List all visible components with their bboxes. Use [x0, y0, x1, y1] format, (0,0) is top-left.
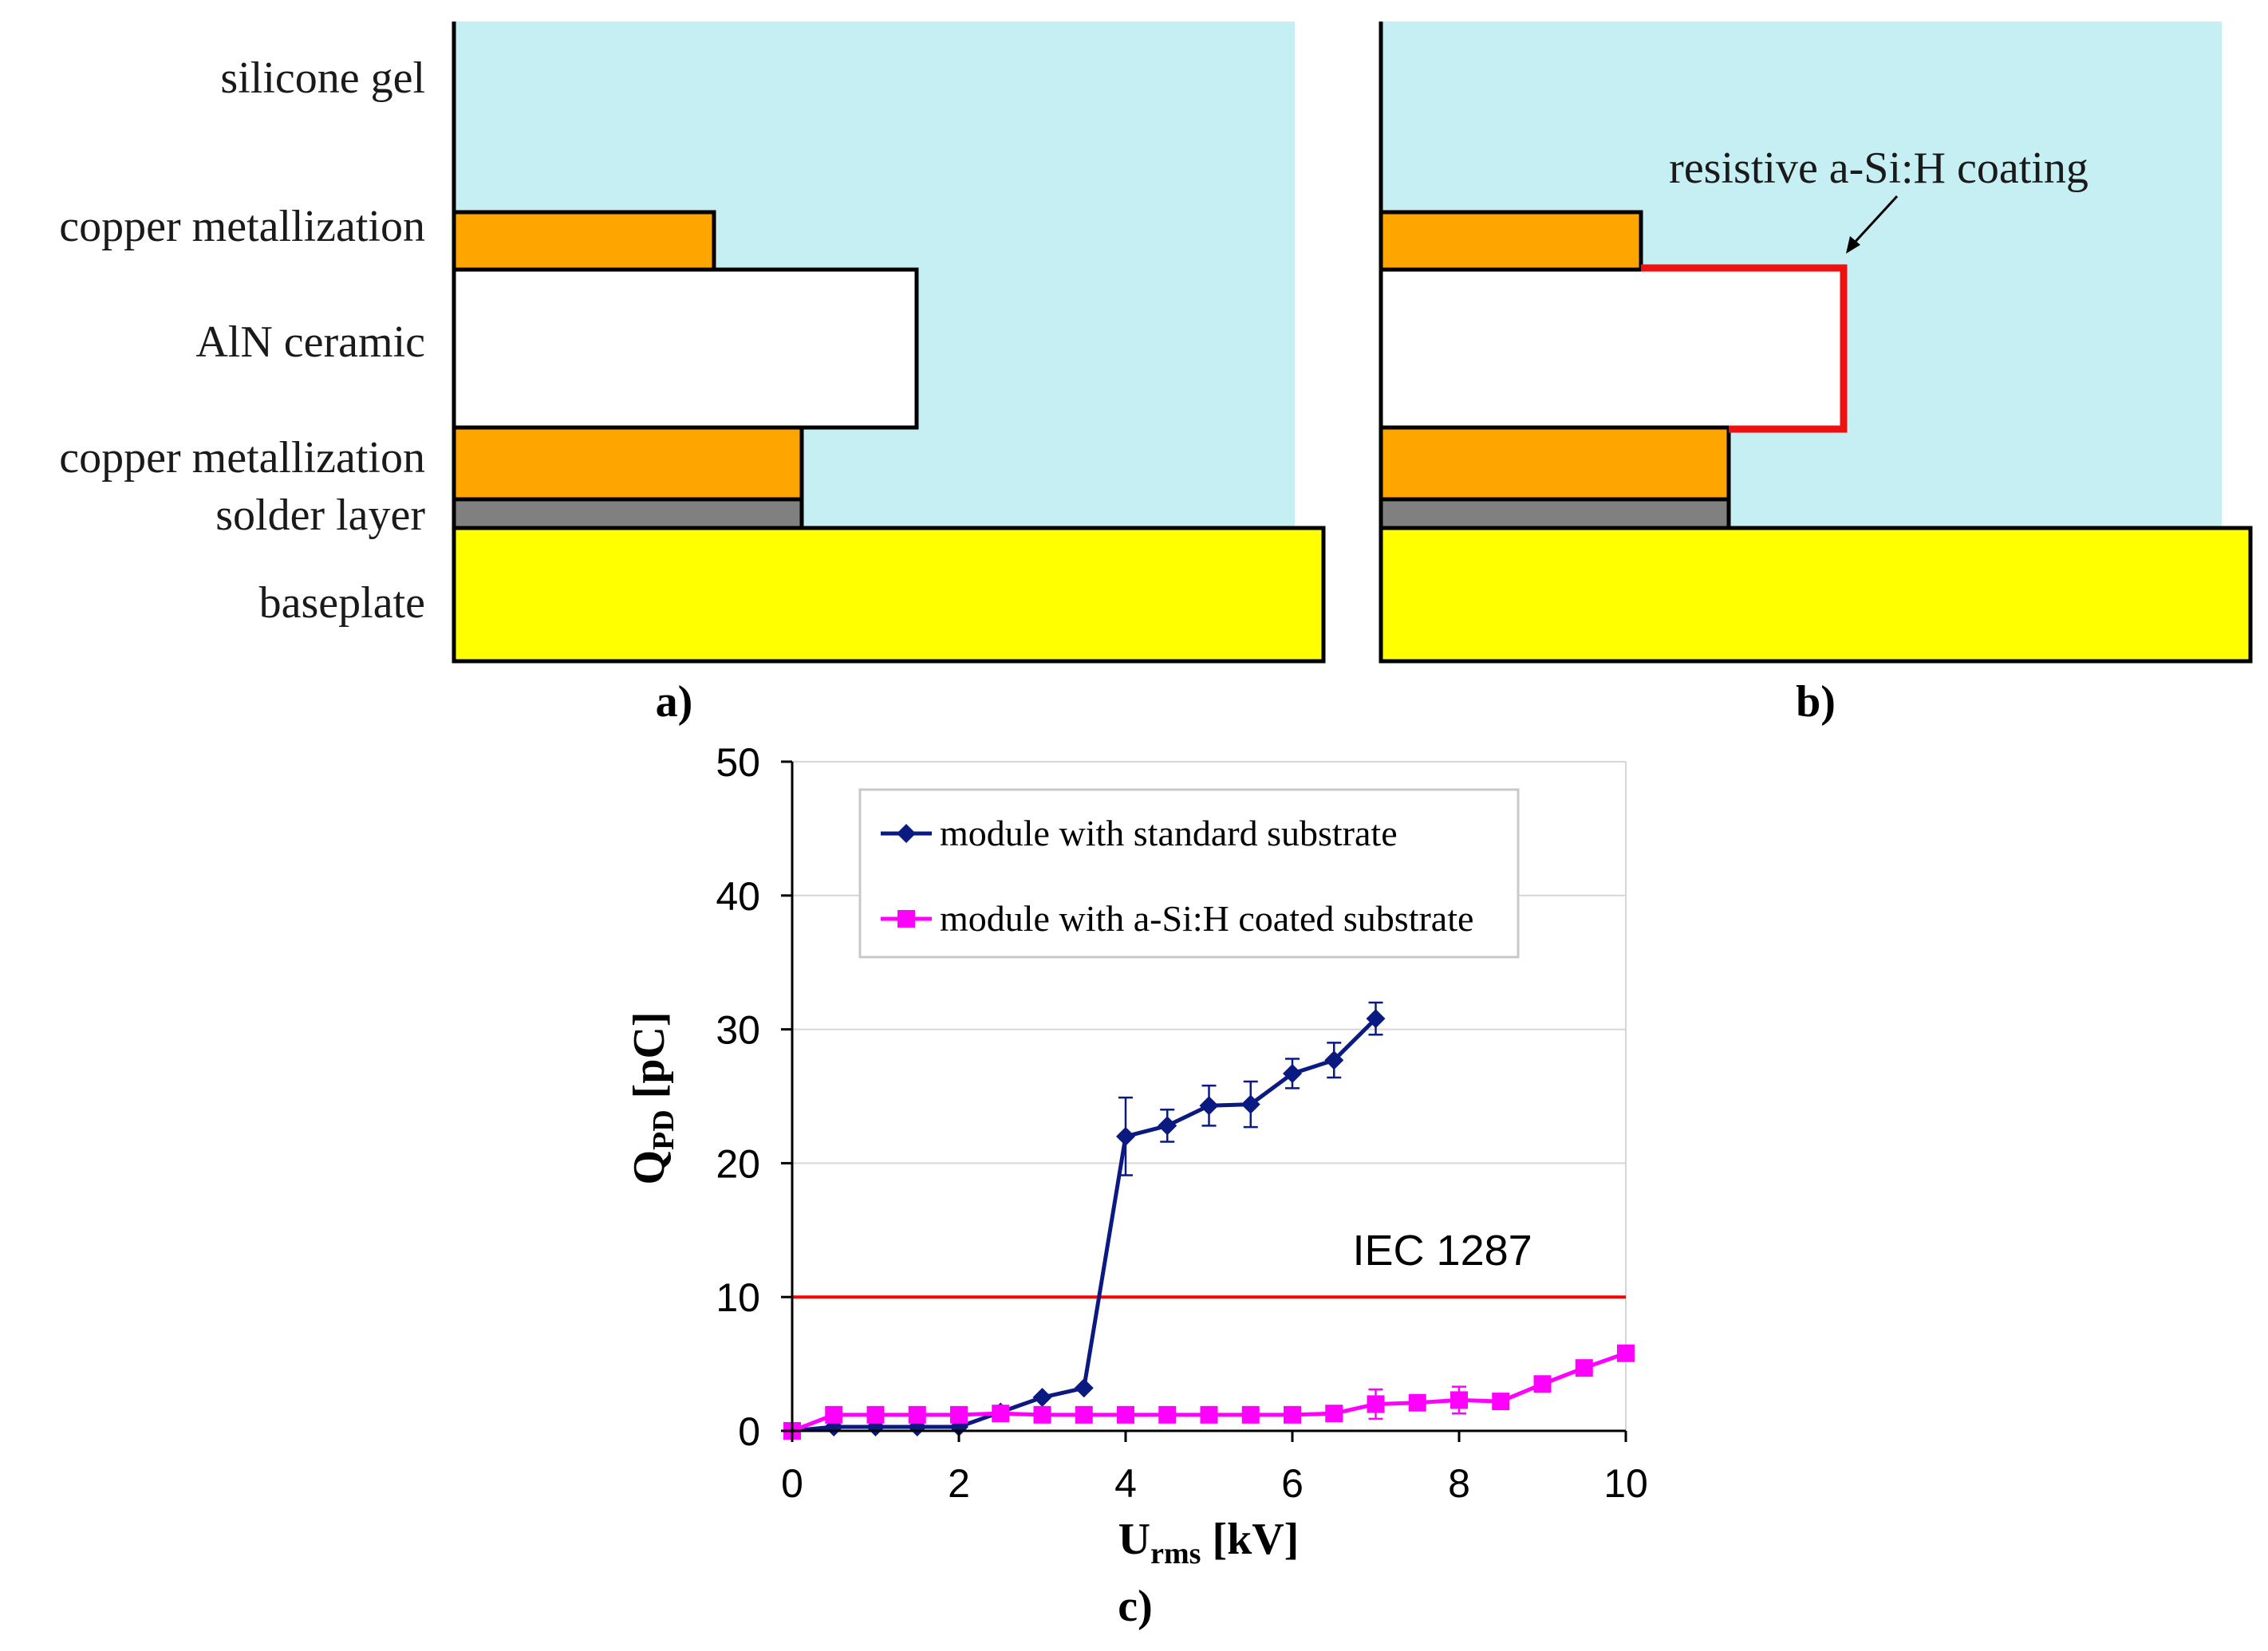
point-1-19: [1575, 1359, 1593, 1377]
label-baseplate: baseplate: [259, 578, 425, 628]
x-axis-title: Urms [kV]: [1118, 1515, 1300, 1570]
point-1-7: [1075, 1405, 1093, 1424]
point-1-11: [1241, 1405, 1260, 1424]
legend-marker-coated: [897, 910, 915, 928]
point-1-12: [1284, 1405, 1301, 1424]
axes: [781, 760, 1627, 1442]
x-tick-label-0: 0: [781, 1461, 803, 1506]
point-1-14: [1367, 1395, 1385, 1413]
y-axis-title-main: Q: [625, 1150, 674, 1185]
copper-metallization-bottom: [452, 425, 804, 502]
chart-legend: module with standard substrate module wi…: [858, 788, 1520, 959]
label-copper-bottom: copper metallization: [59, 433, 425, 483]
legend-box: [858, 788, 1520, 959]
x-tick-label-6: 6: [1281, 1461, 1304, 1506]
copper-metallization-bottom-b: [1379, 425, 1731, 502]
series-layer: [783, 1001, 1635, 1440]
point-1-5: [992, 1405, 1010, 1423]
legend-marker-standard: [897, 824, 916, 843]
point-1-3: [908, 1405, 926, 1424]
point-1-6: [1033, 1405, 1051, 1424]
point-1-8: [1117, 1405, 1134, 1424]
y-tick-label-40: 40: [716, 874, 760, 919]
label-solder-layer: solder layer: [215, 491, 425, 540]
x-axis-title-sub: rms: [1150, 1537, 1201, 1570]
point-0-6: [1032, 1388, 1052, 1408]
y-tick-label-20: 20: [716, 1141, 760, 1186]
legend-label-standard: module with standard substrate: [940, 813, 1398, 853]
point-0-10: [1199, 1096, 1219, 1116]
panel-label-c: c): [1118, 1582, 1153, 1631]
label-aln-ceramic: AlN ceramic: [195, 317, 425, 367]
y-axis-title-sub: PD: [647, 1109, 680, 1150]
point-1-2: [866, 1405, 885, 1424]
point-1-18: [1533, 1375, 1552, 1393]
series-1: [783, 1344, 1635, 1440]
x-tick-label-4: 4: [1114, 1461, 1137, 1506]
point-0-13: [1324, 1050, 1344, 1070]
point-1-4: [950, 1405, 968, 1424]
x-axis-title-unit: [kV]: [1201, 1515, 1299, 1564]
tick-labels: 0 2 4 6 8 10 0 10 20 30 40 50: [716, 740, 1647, 1506]
point-0-12: [1283, 1063, 1302, 1083]
point-1-20: [1617, 1344, 1635, 1362]
point-0-14: [1366, 1009, 1386, 1029]
point-0-11: [1240, 1094, 1260, 1114]
copper-metallization-top: [452, 210, 716, 272]
x-tick-label-2: 2: [948, 1461, 970, 1506]
point-1-10: [1200, 1405, 1218, 1424]
aln-ceramic-layer: [452, 267, 919, 430]
iec-reference-label: IEC 1287: [1353, 1227, 1532, 1275]
y-tick-label-30: 30: [716, 1008, 760, 1053]
point-1-13: [1325, 1405, 1343, 1423]
coating-arrow-head: [1846, 236, 1860, 254]
point-1-1: [825, 1405, 843, 1424]
point-1-9: [1158, 1405, 1177, 1424]
x-tick-label-10: 10: [1603, 1461, 1648, 1506]
panel-b-diagram: resistive a-Si:H coating b): [1379, 22, 2253, 727]
y-axis-title: QPD [pC]: [625, 1011, 680, 1184]
point-0-7: [1074, 1378, 1094, 1398]
coating-arrow-shaft: [1851, 195, 1899, 246]
baseplate-layer-b: [1379, 526, 2253, 664]
point-0-8: [1116, 1126, 1135, 1146]
y-axis-title-unit: [pC]: [625, 1011, 674, 1109]
point-1-15: [1408, 1393, 1426, 1412]
point-0-9: [1158, 1116, 1177, 1136]
copper-metallization-top-b: [1379, 210, 1643, 272]
point-1-16: [1450, 1391, 1468, 1409]
legend-label-coated: module with a-Si:H coated substrate: [940, 898, 1473, 939]
y-tick-label-50: 50: [716, 740, 760, 785]
x-tick-label-8: 8: [1448, 1461, 1470, 1506]
label-copper-top: copper metallization: [59, 202, 425, 251]
panel-label-b: b): [1796, 677, 1836, 727]
label-silicone-gel: silicone gel: [220, 53, 425, 103]
resistive-coating-outline: [1641, 264, 1848, 433]
solder-layer: [452, 497, 804, 530]
y-tick-label-0: 0: [738, 1409, 760, 1454]
coating-label: resistive a-Si:H coating: [1669, 144, 2089, 193]
panel-a-diagram: silicone gel copper metallization AlN ce…: [59, 22, 1326, 727]
aln-ceramic-layer-b: [1381, 270, 1844, 428]
y-tick-label-10: 10: [716, 1275, 760, 1320]
point-1-17: [1492, 1393, 1510, 1411]
solder-layer-b: [1379, 497, 1731, 530]
panel-label-a: a): [656, 677, 693, 727]
baseplate-layer: [452, 526, 1326, 664]
x-axis-title-main: U: [1118, 1515, 1150, 1564]
qpd-chart: IEC 1287 0 2 4 6 8 10 0 10 20 30 40 50 Urms [kV] QP…: [625, 740, 1648, 1631]
